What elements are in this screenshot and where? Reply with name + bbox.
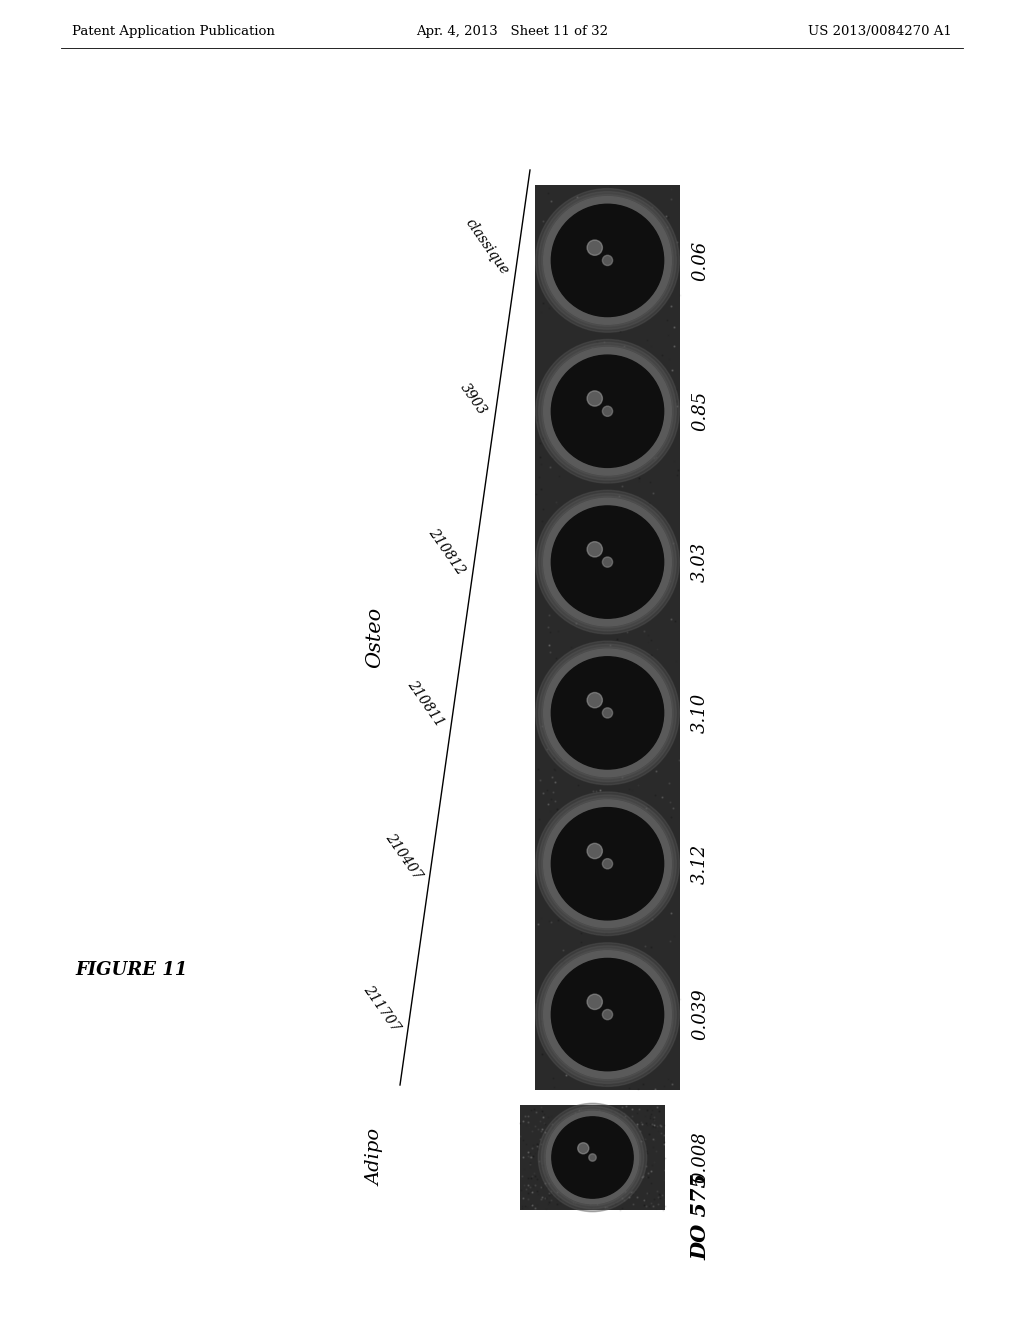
Circle shape (536, 642, 679, 784)
Circle shape (536, 792, 679, 936)
Text: 211707: 211707 (360, 983, 402, 1035)
Text: US 2013/0084270 A1: US 2013/0084270 A1 (808, 25, 952, 38)
Text: Apr. 4, 2013   Sheet 11 of 32: Apr. 4, 2013 Sheet 11 of 32 (416, 25, 608, 38)
Circle shape (551, 506, 664, 618)
Circle shape (578, 1143, 589, 1154)
Text: 210407: 210407 (383, 830, 425, 882)
Circle shape (539, 191, 676, 329)
Circle shape (542, 496, 674, 628)
Text: 0.85: 0.85 (691, 391, 709, 432)
Circle shape (545, 1109, 641, 1205)
Circle shape (602, 708, 612, 718)
Circle shape (542, 799, 674, 929)
Circle shape (544, 950, 672, 1078)
Circle shape (544, 649, 672, 776)
Text: 3.10: 3.10 (691, 693, 709, 733)
Circle shape (536, 942, 679, 1086)
Circle shape (544, 347, 672, 475)
Circle shape (542, 1106, 644, 1209)
Text: FIGURE 11: FIGURE 11 (75, 961, 187, 979)
Text: classique: classique (462, 215, 511, 277)
Circle shape (589, 1154, 596, 1162)
Circle shape (539, 946, 676, 1084)
Bar (520, 1105, 665, 1210)
Text: Patent Application Publication: Patent Application Publication (72, 25, 274, 38)
Circle shape (539, 644, 676, 781)
Circle shape (544, 197, 672, 325)
Circle shape (539, 494, 676, 631)
Circle shape (546, 1111, 639, 1204)
Text: DO 575: DO 575 (690, 1173, 710, 1261)
Circle shape (587, 391, 602, 407)
Circle shape (536, 490, 679, 634)
Circle shape (539, 795, 676, 932)
Text: 0.039: 0.039 (691, 989, 709, 1040)
Text: 0.008: 0.008 (691, 1131, 709, 1183)
Text: 3.03: 3.03 (691, 543, 709, 582)
Circle shape (602, 557, 612, 568)
Circle shape (602, 255, 612, 265)
Text: 0.06: 0.06 (691, 240, 709, 281)
Circle shape (552, 1117, 633, 1199)
Circle shape (542, 346, 674, 477)
Circle shape (542, 194, 674, 326)
Circle shape (602, 407, 612, 416)
Circle shape (539, 342, 676, 480)
Circle shape (542, 949, 674, 1080)
Text: 3903: 3903 (458, 380, 489, 417)
Circle shape (587, 240, 602, 255)
Circle shape (551, 808, 664, 920)
Circle shape (587, 693, 602, 708)
Circle shape (602, 858, 612, 869)
Circle shape (551, 355, 664, 467)
Text: Osteo: Osteo (366, 607, 384, 668)
Circle shape (544, 498, 672, 626)
Circle shape (551, 657, 664, 770)
Circle shape (544, 800, 672, 928)
Circle shape (587, 994, 602, 1010)
Circle shape (602, 1010, 612, 1019)
Text: 210812: 210812 (426, 525, 468, 577)
Circle shape (551, 205, 664, 317)
Circle shape (551, 958, 664, 1071)
Circle shape (536, 339, 679, 483)
Text: 210811: 210811 (404, 678, 446, 730)
Circle shape (542, 647, 674, 779)
Circle shape (587, 843, 602, 858)
Circle shape (536, 189, 679, 333)
Text: Adipo: Adipo (366, 1129, 384, 1187)
Circle shape (539, 1104, 647, 1212)
Text: 3.12: 3.12 (691, 843, 709, 884)
Bar (535, 185, 680, 1090)
Circle shape (587, 541, 602, 557)
